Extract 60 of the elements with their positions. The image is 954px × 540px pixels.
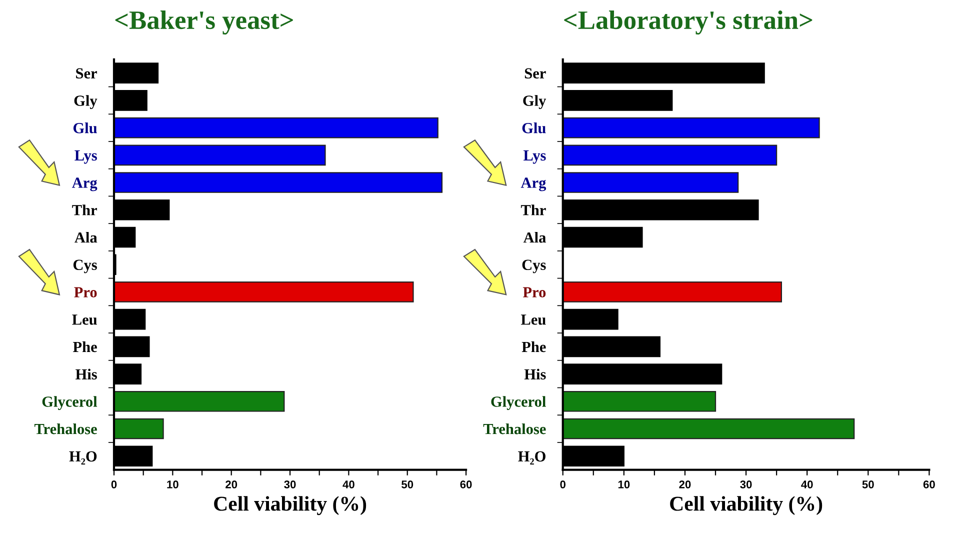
y-tick-label: Thr <box>520 204 546 216</box>
y-tick-label: Phe <box>72 341 97 352</box>
bar <box>562 282 782 302</box>
x-tick-label: 10 <box>167 480 178 488</box>
bar <box>562 144 778 166</box>
bar <box>114 390 285 412</box>
x-tick-label: 40 <box>342 480 354 488</box>
x-tick-label: 30 <box>284 480 296 488</box>
y-tick-label: H₂O <box>518 451 546 464</box>
y-tick-label: Lys <box>74 150 97 164</box>
y-tick-label: Ala <box>74 232 98 243</box>
x-tick-label: 0 <box>111 480 117 488</box>
y-tick-label: Cys <box>522 260 546 274</box>
x-tick-label: 30 <box>740 480 752 488</box>
y-tick-label: Lys <box>524 150 546 164</box>
chart-title: <Laboratory's strain> <box>564 10 812 35</box>
x-tick-label: 20 <box>679 480 691 488</box>
x-tick-label: 0 <box>560 480 566 488</box>
y-tick-label: Thr <box>72 204 98 216</box>
x-tick-label: 60 <box>923 480 935 488</box>
y-tick-label: Pro <box>74 287 97 298</box>
y-tick-label: Pro <box>522 287 546 298</box>
bar <box>562 390 716 412</box>
y-tick-label: Glycerol <box>42 396 98 410</box>
bar <box>114 144 326 166</box>
x-tick-label: 10 <box>618 480 630 488</box>
y-tick-label: Ala <box>523 232 546 243</box>
bar <box>114 117 438 138</box>
bar <box>114 282 414 302</box>
y-tick-label: Leu <box>520 314 546 325</box>
chart-title: <Baker's yeast> <box>115 10 293 35</box>
bar <box>562 172 739 193</box>
y-tick-label: Phe <box>522 341 546 352</box>
y-tick-label: Cys <box>73 260 97 274</box>
y-tick-label: His <box>524 368 546 380</box>
y-tick-label: Glu <box>522 122 546 134</box>
y-tick-label: Ser <box>76 68 98 79</box>
x-axis-title: Cell viability (%) <box>214 496 366 516</box>
x-tick-label: 50 <box>402 480 414 488</box>
x-tick-label: 50 <box>862 480 874 488</box>
x-tick-label: 40 <box>801 480 813 488</box>
x-tick-label: 20 <box>226 480 238 488</box>
bar <box>562 117 820 138</box>
y-tick-label: Glycerol <box>491 396 546 410</box>
y-tick-label: Arg <box>520 178 546 192</box>
y-tick-label: Gly <box>74 95 98 110</box>
y-tick-label: Trehalose <box>34 423 97 434</box>
x-axis-title: Cell viability (%) <box>670 496 822 516</box>
y-tick-label: Ser <box>524 68 546 79</box>
bar <box>562 418 855 440</box>
y-tick-label: Trehalose <box>483 423 546 434</box>
y-tick-label: Glu <box>73 122 97 134</box>
y-tick-label: H₂O <box>69 451 97 464</box>
x-tick-label: 60 <box>460 480 472 488</box>
y-tick-label: Leu <box>72 314 97 325</box>
y-tick-label: His <box>76 368 97 380</box>
y-tick-label: Gly <box>523 95 546 110</box>
bar <box>114 172 443 193</box>
y-tick-label: Arg <box>72 178 98 192</box>
bar <box>114 418 164 440</box>
